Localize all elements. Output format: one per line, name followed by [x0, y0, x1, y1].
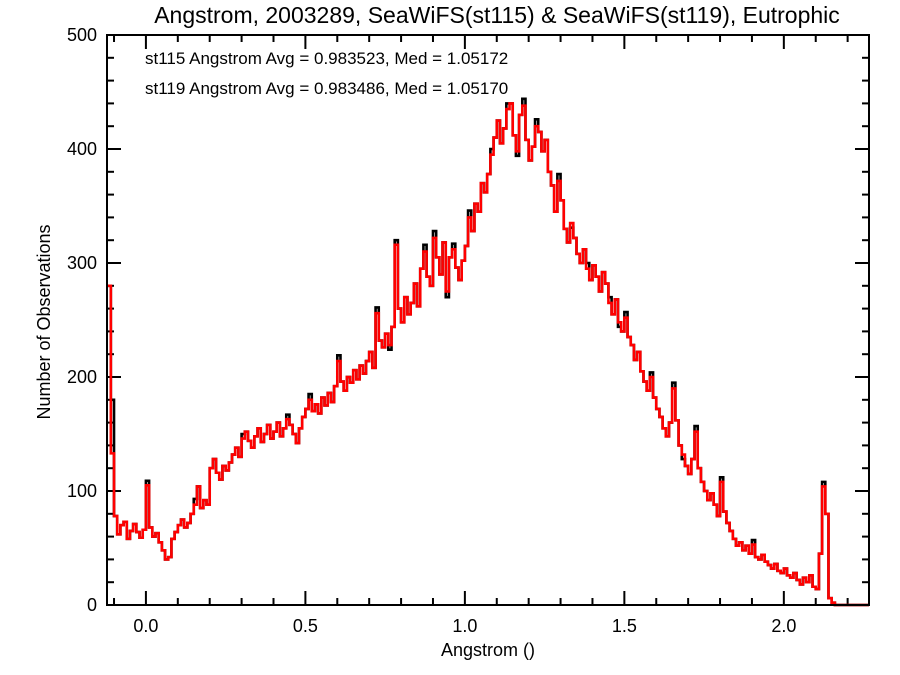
y-tick-label: 100 [67, 481, 97, 501]
y-tick-label: 500 [67, 25, 97, 45]
x-tick-label: 0.5 [293, 616, 318, 636]
plot-frame [106, 34, 870, 606]
x-tick-label: 0.0 [133, 616, 158, 636]
chart-title: Angstrom, 2003289, SeaWiFS(st115) & SeaW… [154, 2, 840, 28]
axis-tick-labels: 0.0 0.5 1.0 1.5 2.0 0 100 200 300 400 500 [67, 25, 796, 636]
axis-ticks [107, 34, 869, 606]
y-axis-title: Number of Observations [34, 224, 54, 419]
y-tick-label: 400 [67, 139, 97, 159]
x-tick-label: 1.5 [612, 616, 637, 636]
legend-st119: st119 Angstrom Avg = 0.983486, Med = 1.0… [145, 79, 508, 98]
x-axis-title: Angstrom () [441, 640, 535, 660]
y-tick-label: 0 [87, 595, 97, 615]
y-tick-label: 300 [67, 253, 97, 273]
y-tick-label: 200 [67, 367, 97, 387]
x-tick-label: 1.0 [452, 616, 477, 636]
x-tick-label: 2.0 [771, 616, 796, 636]
legend-st115: st115 Angstrom Avg = 0.983523, Med = 1.0… [145, 49, 508, 68]
st119-histogram-line [107, 102, 869, 607]
histogram-series [107, 97, 869, 607]
